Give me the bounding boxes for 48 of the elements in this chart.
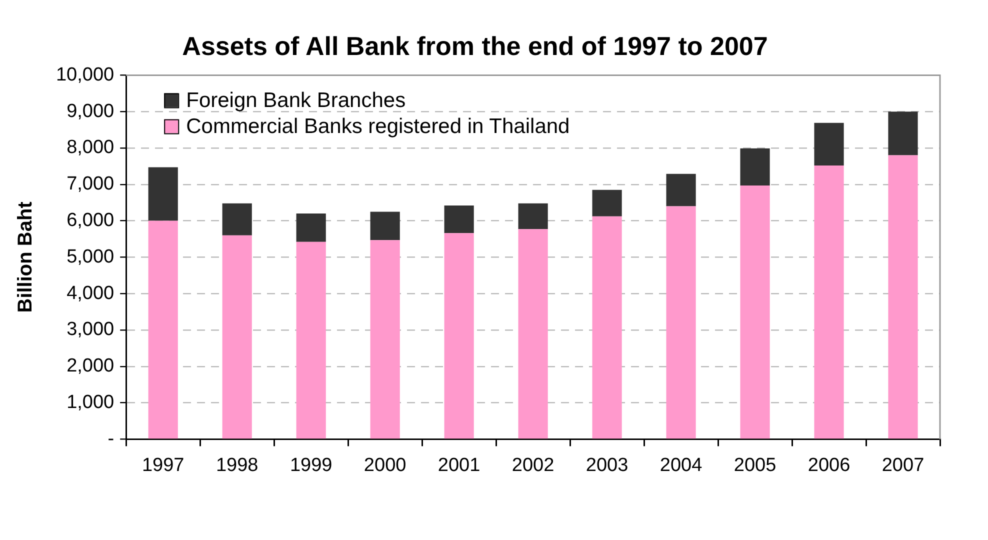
x-tick-label: 2006 — [808, 454, 850, 476]
bar — [814, 122, 844, 166]
x-tick-label: 2001 — [438, 454, 480, 476]
bar — [444, 233, 474, 439]
bar — [814, 165, 844, 439]
y-tick-label: 6,000 — [66, 210, 114, 232]
bar — [518, 229, 548, 439]
bar — [222, 235, 252, 439]
y-tick-label: - — [108, 428, 114, 450]
bar — [592, 216, 622, 439]
bar — [888, 155, 918, 439]
bar — [370, 212, 400, 240]
y-tick-label: 9,000 — [66, 100, 114, 122]
y-tick-label: 8,000 — [66, 137, 114, 158]
y-axis-title: Billion Baht — [14, 201, 37, 313]
x-tick-label: 2002 — [512, 454, 554, 476]
bar — [592, 190, 622, 216]
x-tick-label: 2005 — [734, 454, 776, 476]
x-tick-label: 1999 — [290, 454, 332, 476]
bar — [296, 242, 326, 439]
legend-label: Foreign Bank Branches — [186, 88, 406, 112]
y-tick-label: 10,000 — [56, 64, 114, 86]
bar — [740, 185, 770, 439]
x-tick-label: 2003 — [586, 454, 628, 476]
bar — [740, 148, 770, 186]
y-tick-label: 1,000 — [66, 392, 114, 414]
bar — [518, 203, 548, 230]
bar — [148, 167, 178, 221]
y-tick-label: 4,000 — [66, 282, 114, 304]
x-tick-label: 2000 — [364, 454, 406, 476]
x-tick-label: 2004 — [660, 454, 703, 476]
bar — [296, 214, 326, 242]
bar — [666, 174, 696, 206]
x-tick-label: 2007 — [882, 454, 924, 476]
bar — [444, 206, 474, 234]
y-tick-label: 3,000 — [66, 319, 114, 340]
y-tick-label: 2,000 — [66, 356, 114, 377]
bar — [148, 220, 178, 439]
bar — [888, 112, 918, 156]
legend-label: Commercial Banks registered in Thailand — [186, 114, 570, 138]
chart-title: Assets of All Bank from the end of 1997 to 2007 — [182, 30, 768, 61]
bar — [666, 206, 696, 439]
y-tick-label: 5,000 — [66, 246, 114, 268]
bar — [370, 240, 400, 439]
x-tick-label: 1998 — [216, 454, 258, 476]
x-tick-label: 1997 — [142, 454, 184, 476]
bar — [222, 203, 252, 236]
y-tick-label: 7,000 — [66, 174, 114, 195]
